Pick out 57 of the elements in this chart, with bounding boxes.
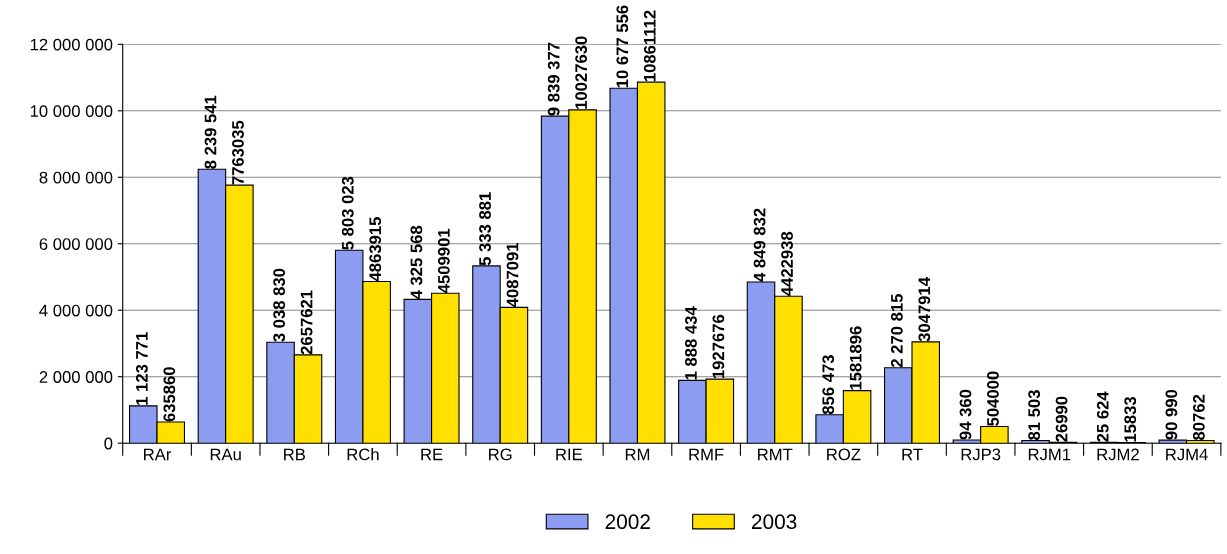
y-tick-label: 6 000 000 xyxy=(39,238,113,250)
data-label: 90 990 xyxy=(1165,389,1178,440)
data-label: 4509901 xyxy=(437,228,450,294)
data-label: 2 270 815 xyxy=(890,294,903,368)
data-label: 25 624 xyxy=(1096,391,1109,442)
x-tick-label: RJM1 xyxy=(1028,448,1071,461)
data-label: 1927676 xyxy=(712,314,725,379)
y-tick-label: 4 000 000 xyxy=(39,304,113,317)
data-label: 4 325 568 xyxy=(410,225,423,300)
x-tick-label: RAr xyxy=(144,448,172,461)
x-tick-label: RB xyxy=(284,448,305,461)
data-label: 81 503 xyxy=(1028,390,1041,440)
x-tick-label: RCh xyxy=(347,448,379,461)
data-label: 1 888 434 xyxy=(685,306,697,380)
x-tick-label: RJM4 xyxy=(1166,448,1208,461)
data-label: 10 677 556 xyxy=(616,5,629,88)
data-label: 10861112 xyxy=(643,10,656,82)
y-tick-label: 12 000 000 xyxy=(30,38,113,51)
data-label: 4422938 xyxy=(781,231,793,296)
data-label: 5 803 023 xyxy=(341,176,354,250)
x-tick-label: RIE xyxy=(556,448,583,461)
legend-label: 2003 xyxy=(752,514,797,530)
y-tick-label: 0 xyxy=(104,437,113,450)
data-label: 1581896 xyxy=(849,326,862,390)
x-tick-label: RM xyxy=(625,448,650,461)
y-tick-label: 8 000 000 xyxy=(39,171,113,184)
x-tick-label: ROZ xyxy=(827,448,861,461)
data-label: 1 123 771 xyxy=(135,332,148,405)
x-tick-label: RT xyxy=(902,448,923,461)
x-tick-label: RJM2 xyxy=(1097,448,1139,461)
data-label: 10027630 xyxy=(575,36,588,109)
data-label: 80762 xyxy=(1192,394,1205,440)
x-tick-label: RJP3 xyxy=(961,448,1001,461)
data-label: 3 038 830 xyxy=(273,268,286,342)
data-label: 26990 xyxy=(1055,396,1068,442)
data-label: 4 849 832 xyxy=(753,208,766,282)
data-label: 856 473 xyxy=(822,355,835,415)
x-tick-label: RE xyxy=(421,448,443,461)
data-label: 4863915 xyxy=(369,217,382,282)
data-label: 3047914 xyxy=(918,277,931,342)
y-tick-label: 2 000 000 xyxy=(39,371,113,383)
x-tick-label: RMF xyxy=(689,448,724,461)
data-label: 8 239 541 xyxy=(204,95,217,169)
legend-label: 2002 xyxy=(605,514,650,530)
x-tick-label: RAu xyxy=(210,448,241,461)
data-label: 94 360 xyxy=(959,389,972,440)
data-label: 635860 xyxy=(163,367,176,422)
y-tick-label: 10 000 000 xyxy=(30,105,113,117)
x-tick-label: RG xyxy=(489,448,512,461)
data-label: 5 333 881 xyxy=(479,192,491,266)
data-label: 2657621 xyxy=(300,290,313,355)
data-label: 7763035 xyxy=(232,120,244,185)
data-label: 4087091 xyxy=(506,242,519,308)
x-tick-label: RMT xyxy=(758,448,793,461)
data-label: 504000 xyxy=(987,371,999,426)
data-label: 9 839 377 xyxy=(547,42,560,116)
data-label: 15833 xyxy=(1124,396,1137,442)
